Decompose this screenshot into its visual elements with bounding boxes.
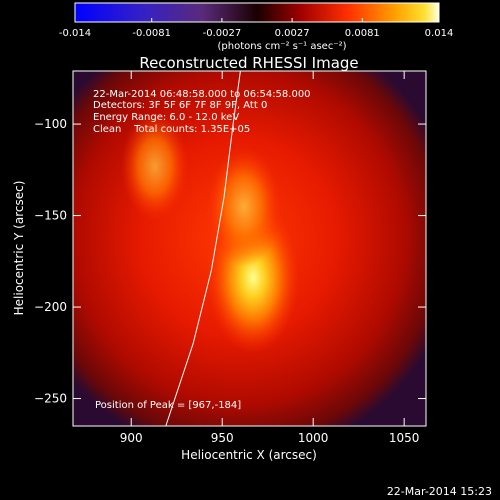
y-tick-label: −100: [34, 117, 67, 131]
info-line-clean: Clean Total counts: 1.35E+05: [93, 124, 250, 135]
peak-position-text: Position of Peak = [967,-184]: [95, 400, 241, 411]
y-tick-label: −150: [34, 209, 67, 223]
colorbar-frame: [74, 2, 440, 23]
heatmap-sources: [121, 111, 300, 354]
x-tick-label: 900: [120, 431, 143, 445]
heatmap-image: [73, 71, 426, 426]
colorbar-tick-label: -0.0081: [132, 28, 171, 39]
solar-limb-curve: [165, 71, 241, 426]
colorbar-ticks: -0.014 -0.0081 -0.0027 0.0027 0.0081 0.014: [59, 18, 453, 39]
info-line-energy: Energy Range: 6.0 - 12.0 keV: [93, 112, 239, 123]
info-line-detectors: Detectors: 3F 5F 6F 7F 8F 9F, Att 0: [93, 100, 267, 111]
colorbar-tick-label: 0.0081: [345, 28, 380, 39]
colorbar-tick-label: 0.014: [425, 28, 454, 39]
colorbar-units: (photons cm⁻² s⁻¹ asec⁻²): [217, 41, 346, 52]
footer-timestamp: 22-Mar-2014 15:23: [386, 485, 492, 498]
x-tick-label: 1050: [389, 431, 420, 445]
colorbar-tick-label: 0.0027: [275, 28, 310, 39]
emission-source: [121, 111, 189, 221]
observation-info: 22-Mar-2014 06:48:58.000 to 06:54:58.000…: [93, 89, 311, 135]
axis-ticks: 900 950 1000 1050 −250 −200 −150 −100: [34, 71, 426, 445]
emission-source: [207, 146, 282, 267]
chart-title: Reconstructed RHESSI Image: [139, 54, 358, 72]
y-axis-label: Heliocentric Y (arcsec): [12, 181, 26, 316]
colorbar: [75, 3, 439, 22]
plot-frame: [72, 70, 427, 427]
info-line-time: 22-Mar-2014 06:48:58.000 to 06:54:58.000: [93, 89, 311, 100]
y-tick-label: −250: [34, 392, 67, 406]
colorbar-tick-label: -0.014: [59, 28, 91, 39]
x-axis-label: Heliocentric X (arcsec): [181, 448, 317, 462]
y-tick-label: −200: [34, 300, 67, 314]
colorbar-tick-label: -0.0027: [203, 28, 242, 39]
x-tick-label: 1000: [298, 431, 329, 445]
x-tick-label: 950: [211, 431, 234, 445]
